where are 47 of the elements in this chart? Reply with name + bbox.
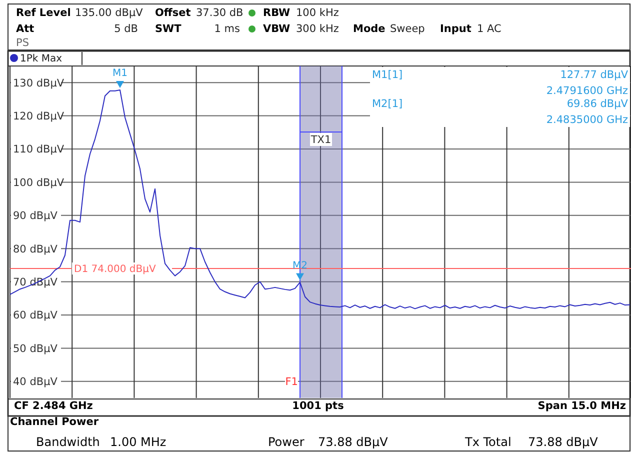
text: 1 AC [477,23,502,35]
text: 73.88 dBµV [318,435,389,449]
ref-line-label: D1 74.000 dBµV [74,264,156,276]
text: VBW [263,23,291,35]
text: 73.88 dBµV [528,435,599,449]
text: Mode [353,23,386,35]
text: Input [440,23,472,35]
text: Att [16,23,34,35]
text: Power [268,435,304,449]
annotation: M2[1] [372,98,403,110]
annotation: F1 [285,376,298,388]
legend-label: 1Pk Max [20,54,62,64]
annotation: M1[1] [372,69,403,81]
text: 1.00 MHz [110,435,166,449]
y-tick-label: 60 dBµV [13,310,58,322]
text: 1 ms [214,23,240,35]
text: Channel Power [10,416,100,428]
text: 100 kHz [296,7,340,19]
text: 135.00 dBµV [75,7,144,19]
text: SWT [155,23,182,35]
text: Bandwidth [36,435,100,449]
text: Offset [155,7,191,19]
text: Sweep [390,23,426,35]
annotation: 69.86 dBµV [566,98,629,110]
text: Tx Total [464,435,512,449]
text: 300 kHz [296,23,340,35]
text: 5 dB [114,23,138,35]
y-tick-label: 100 dBµV [13,176,65,189]
text: 37.30 dB [196,7,244,19]
annotation: TX1 [310,134,332,146]
annotation: 127.77 dBµV [560,69,629,81]
text: Ref Level [16,7,71,19]
y-tick-label: 90 dBµV [13,210,58,222]
annotation: 2.4835000 GHz [546,114,628,126]
text: PS [16,37,30,49]
y-tick-label: 120 dBµV [13,110,65,122]
y-tick-label: 40 dBµV [13,376,58,388]
text: 1001 pts [292,400,344,412]
text: Span 15.0 MHz [538,400,626,412]
annotation: 2.4791600 GHz [546,85,628,97]
y-tick-label: 50 dBµV [13,342,58,355]
text: RBW [263,7,291,19]
y-tick-label: 110 dBµV [13,144,65,156]
y-tick-label: 80 dBµV [13,243,58,256]
y-tick-label: 130 dBµV [13,77,65,90]
annotation: M1 [112,68,128,80]
text: CF 2.484 GHz [14,400,93,412]
